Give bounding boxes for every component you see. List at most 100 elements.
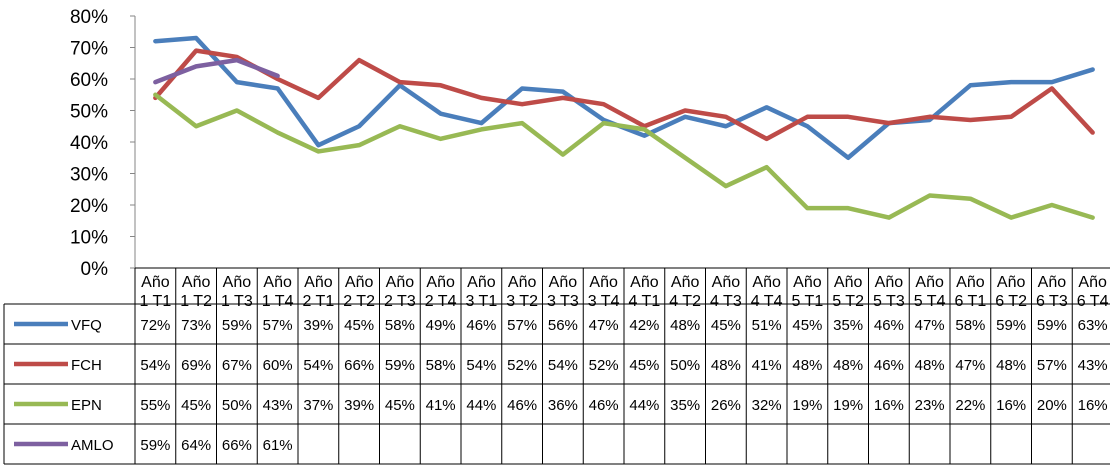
x-tick-label: Año xyxy=(875,274,904,291)
x-tick-label: 1 T2 xyxy=(180,293,212,310)
data-label-epn: 23% xyxy=(915,397,945,414)
data-label-vfq: 58% xyxy=(955,317,985,334)
x-tick-label: Año xyxy=(263,274,292,291)
data-label-epn: 41% xyxy=(426,397,456,414)
data-label-epn: 44% xyxy=(629,397,659,414)
x-tick-label: 3 T3 xyxy=(547,293,579,310)
data-label-epn: 22% xyxy=(955,397,985,414)
data-label-vfq: 56% xyxy=(548,317,578,334)
x-tick-label: 1 T3 xyxy=(221,293,253,310)
x-tick-label: Año xyxy=(426,274,455,291)
x-tick-label: Año xyxy=(712,274,741,291)
x-tick-label: 5 T2 xyxy=(832,293,864,310)
data-label-fch: 48% xyxy=(833,357,863,374)
data-label-fch: 66% xyxy=(344,357,374,374)
series-line-epn xyxy=(153,92,1095,220)
legend-label-epn: EPN xyxy=(71,397,102,414)
x-tick-label: Año xyxy=(997,274,1026,291)
data-label-vfq: 51% xyxy=(752,317,782,334)
data-label-epn: 32% xyxy=(752,397,782,414)
data-label-epn: 19% xyxy=(792,397,822,414)
x-tick-label: 4 T3 xyxy=(710,293,742,310)
data-label-epn: 44% xyxy=(466,397,496,414)
data-label-epn: 37% xyxy=(303,397,333,414)
data-label-epn: 16% xyxy=(874,397,904,414)
data-label-epn: 50% xyxy=(222,397,252,414)
data-label-fch: 58% xyxy=(426,357,456,374)
x-tick-label: 4 T2 xyxy=(669,293,701,310)
data-label-vfq: 57% xyxy=(263,317,293,334)
data-label-vfq: 39% xyxy=(303,317,333,334)
data-label-vfq: 57% xyxy=(507,317,537,334)
y-tick-label: 0% xyxy=(81,259,109,280)
plot-area xyxy=(153,35,1095,220)
data-label-vfq: 47% xyxy=(915,317,945,334)
data-label-epn: 19% xyxy=(833,397,863,414)
data-label-fch: 47% xyxy=(955,357,985,374)
x-tick-label: 6 T3 xyxy=(1036,293,1068,310)
data-label-epn: 43% xyxy=(263,397,293,414)
data-label-fch: 48% xyxy=(915,357,945,374)
data-label-vfq: 59% xyxy=(996,317,1026,334)
x-tick-label: Año xyxy=(508,274,537,291)
data-label-vfq: 46% xyxy=(466,317,496,334)
y-tick-label: 10% xyxy=(70,228,108,249)
data-label-vfq: 48% xyxy=(670,317,700,334)
x-tick-label: 5 T4 xyxy=(914,293,946,310)
x-tick-label: Año xyxy=(386,274,415,291)
data-label-vfq: 45% xyxy=(344,317,374,334)
data-label-fch: 54% xyxy=(303,357,333,374)
series-line-fch xyxy=(153,48,1095,142)
y-tick-label: 70% xyxy=(70,39,108,60)
data-label-amlo: 59% xyxy=(140,437,170,454)
x-tick-label: 4 T1 xyxy=(629,293,661,310)
x-tick-label: 4 T4 xyxy=(751,293,783,310)
data-label-fch: 50% xyxy=(670,357,700,374)
data-label-vfq: 35% xyxy=(833,317,863,334)
data-label-fch: 67% xyxy=(222,357,252,374)
y-tick-label: 60% xyxy=(70,70,108,91)
x-tick-label: Año xyxy=(793,274,822,291)
x-tick-label: 1 T4 xyxy=(262,293,294,310)
series-line-amlo xyxy=(153,57,280,85)
x-tick-label: 1 T1 xyxy=(140,293,172,310)
data-label-vfq: 73% xyxy=(181,317,211,334)
data-label-epn: 35% xyxy=(670,397,700,414)
data-label-vfq: 45% xyxy=(792,317,822,334)
data-label-vfq: 72% xyxy=(140,317,170,334)
data-label-epn: 46% xyxy=(507,397,537,414)
data-label-vfq: 59% xyxy=(1037,317,1067,334)
y-tick-label: 30% xyxy=(70,165,108,186)
x-tick-label: Año xyxy=(1078,274,1107,291)
y-tick-label: 40% xyxy=(70,133,108,154)
data-label-fch: 54% xyxy=(548,357,578,374)
x-tick-label: Año xyxy=(223,274,252,291)
data-label-fch: 54% xyxy=(140,357,170,374)
x-tick-label: Año xyxy=(549,274,578,291)
data-label-vfq: 58% xyxy=(385,317,415,334)
data-label-fch: 52% xyxy=(507,357,537,374)
x-tick-label: 2 T2 xyxy=(343,293,375,310)
data-label-vfq: 45% xyxy=(711,317,741,334)
data-table: Año 1 T1 Año 1 T2 Año 1 T3 Año 1 T4 Año 2 T1 Año 2 … xyxy=(3,267,1110,465)
data-label-fch: 54% xyxy=(466,357,496,374)
data-label-fch: 57% xyxy=(1037,357,1067,374)
data-label-epn: 20% xyxy=(1037,397,1067,414)
x-tick-label: 5 T3 xyxy=(873,293,905,310)
data-label-amlo: 61% xyxy=(263,437,293,454)
legend-label-amlo: AMLO xyxy=(71,437,114,454)
x-tick-label: Año xyxy=(304,274,333,291)
x-tick-label: 6 T1 xyxy=(955,293,987,310)
data-label-fch: 45% xyxy=(629,357,659,374)
legend-label-vfq: VFQ xyxy=(71,317,102,334)
data-label-vfq: 46% xyxy=(874,317,904,334)
x-tick-label: 2 T4 xyxy=(425,293,457,310)
x-tick-label: 2 T1 xyxy=(303,293,335,310)
y-tick-label: 80% xyxy=(70,7,108,28)
x-tick-label: 3 T4 xyxy=(588,293,620,310)
x-tick-label: 5 T1 xyxy=(792,293,824,310)
data-label-amlo: 64% xyxy=(181,437,211,454)
data-label-fch: 69% xyxy=(181,357,211,374)
data-label-fch: 60% xyxy=(263,357,293,374)
x-tick-label: Año xyxy=(182,274,211,291)
